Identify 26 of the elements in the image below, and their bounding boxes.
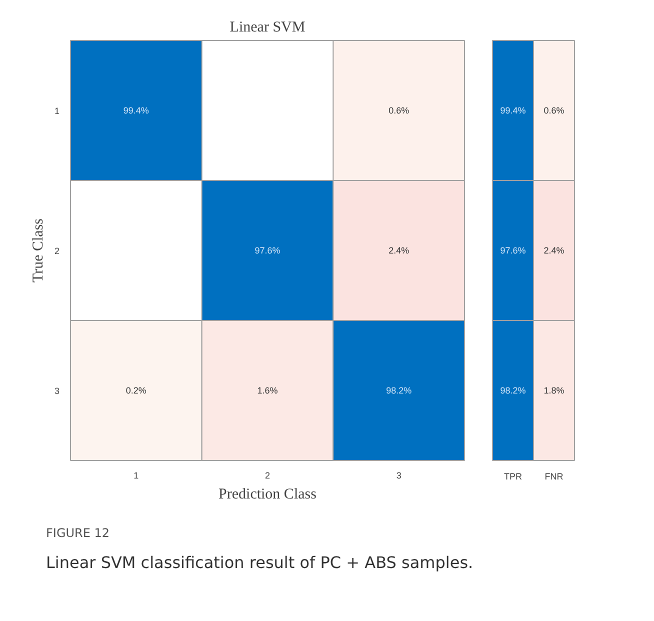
- caption: FIGURE 12: [46, 525, 110, 542]
- text: Linear SVM classification result of PC + ABS samples.: [46, 552, 474, 574]
- data-label: 1.8%: [544, 386, 564, 396]
- y-tick-label: 2: [54, 246, 60, 256]
- x-tick-label: 3: [396, 470, 402, 480]
- data-label: 99.4%: [500, 106, 526, 116]
- data-label: 97.6%: [500, 246, 526, 256]
- y-tick-label: 1: [54, 106, 60, 116]
- data-label: 97.6%: [254, 246, 280, 256]
- data-label: 99.4%: [123, 106, 149, 116]
- x-axis-title: Prediction Class: [218, 486, 317, 502]
- data-label: 98.2%: [500, 386, 526, 396]
- data-label: 2.4%: [544, 246, 564, 256]
- y-tick-label: 3: [54, 386, 60, 396]
- data-label: 2.4%: [388, 246, 410, 256]
- x-tick-label: FNR: [544, 472, 564, 482]
- y-axis-title: True Class: [30, 218, 46, 283]
- data-label: 98.2%: [386, 386, 412, 396]
- x-tick-label: 2: [264, 470, 270, 480]
- chart-title: Linear SVM: [230, 20, 306, 36]
- data-label: 0.6%: [388, 106, 410, 116]
- x-tick-label: TPR: [504, 472, 522, 482]
- data-label: 1.6%: [257, 386, 278, 396]
- data-label: 0.6%: [544, 106, 564, 116]
- x-tick-label: 1: [134, 470, 139, 480]
- data-label: 0.2%: [126, 386, 146, 396]
